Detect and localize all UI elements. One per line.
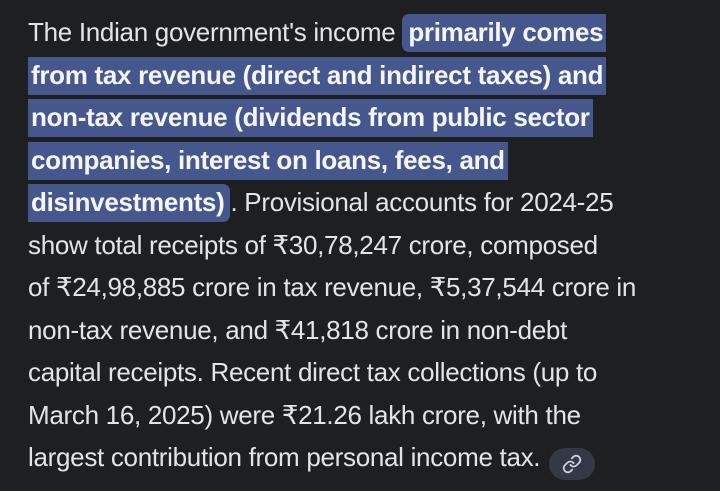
- text-line: largest contribution from personal incom…: [28, 436, 692, 480]
- text-line: non-tax revenue (dividends from public s…: [28, 96, 692, 139]
- text-segment: capital receipts. Recent direct tax coll…: [28, 357, 598, 387]
- text-segment: largest contribution from personal incom…: [28, 442, 541, 472]
- highlighted-citation-text: disinvestments): [28, 184, 231, 222]
- text-segment: non-tax revenue, and ₹41,818 crore in no…: [28, 314, 568, 345]
- ai-response-paragraph: The Indian government's income primarily…: [28, 11, 692, 480]
- text-segment: March 16, 2025) were ₹21.26 lakh crore, …: [28, 399, 581, 430]
- text-line: non-tax revenue, and ₹41,818 crore in no…: [28, 309, 692, 352]
- citation-link-button[interactable]: [549, 448, 596, 480]
- text-line: from tax revenue (direct and indirect ta…: [28, 54, 692, 97]
- text-line: show total receipts of ₹30,78,247 crore,…: [28, 224, 692, 267]
- text-segment: The Indian government's income: [28, 17, 403, 47]
- text-line: The Indian government's income primarily…: [28, 11, 692, 54]
- highlighted-citation-text: from tax revenue (direct and indirect ta…: [28, 56, 607, 95]
- highlighted-citation-text: primarily comes: [402, 14, 607, 52]
- text-segment: show total receipts of ₹30,78,247 crore,…: [28, 229, 598, 260]
- text-line: March 16, 2025) were ₹21.26 lakh crore, …: [28, 394, 692, 437]
- text-line: companies, interest on loans, fees, and: [28, 139, 692, 182]
- text-line: of ₹24,98,885 crore in tax revenue, ₹5,3…: [28, 266, 692, 309]
- link-icon: [562, 454, 582, 474]
- highlighted-citation-text: non-tax revenue (dividends from public s…: [28, 99, 593, 137]
- text-line: disinvestments). Provisional accounts fo…: [28, 181, 692, 224]
- text-segment: of ₹24,98,885 crore in tax revenue, ₹5,3…: [28, 272, 637, 302]
- highlighted-citation-text: companies, interest on loans, fees, and: [28, 141, 508, 180]
- text-segment: . Provisional accounts for 2024-25: [230, 187, 614, 217]
- text-line: capital receipts. Recent direct tax coll…: [28, 351, 692, 394]
